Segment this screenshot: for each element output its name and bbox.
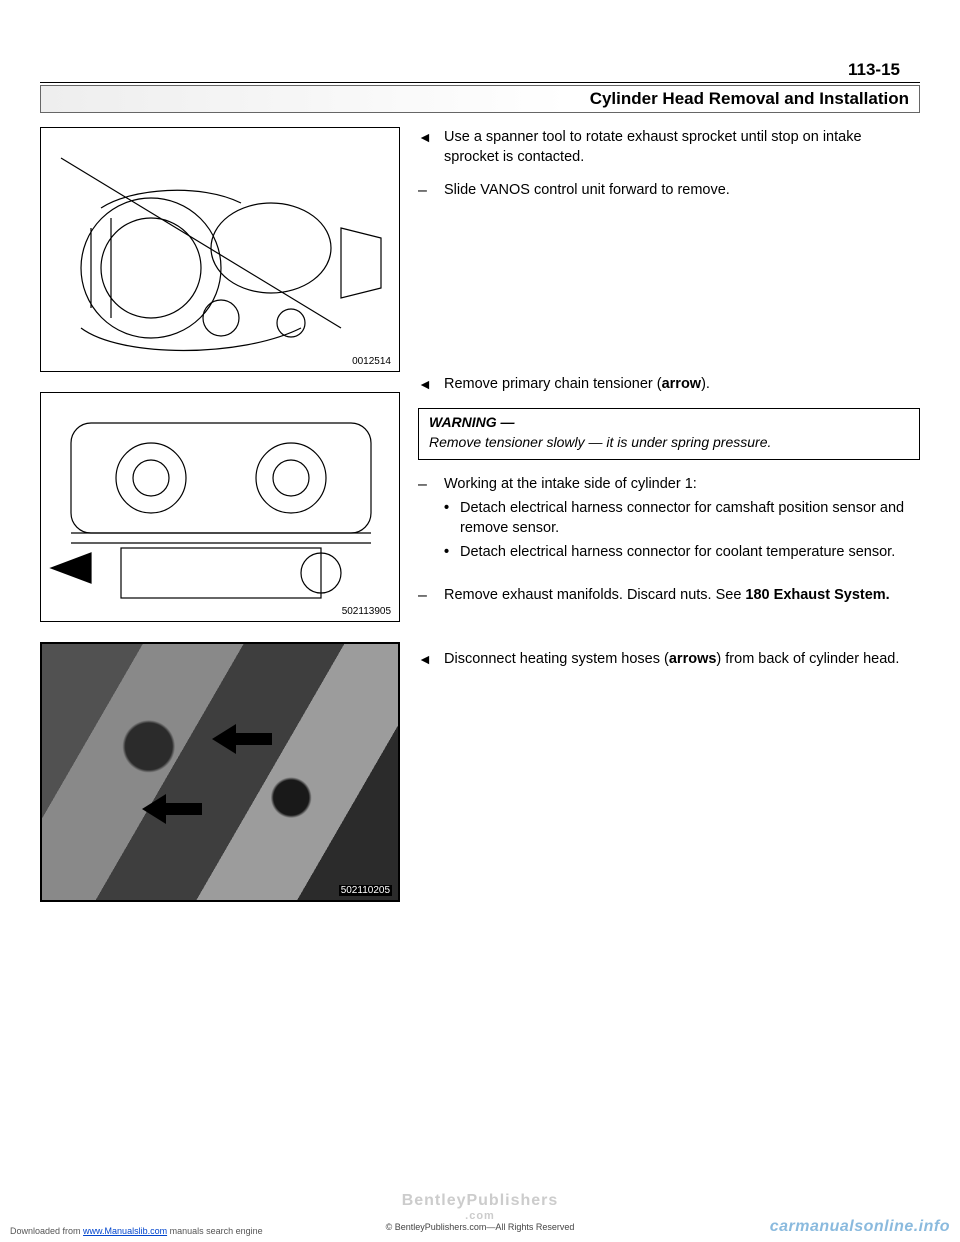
figure-1-number: 0012514 xyxy=(350,356,393,367)
step-4a-text: Detach electrical harness connector for … xyxy=(460,498,920,539)
step-6-intro: Disconnect heating system hoses ( xyxy=(444,651,669,667)
warning-label: WARNING — xyxy=(429,413,909,433)
step-5-bold: 180 Exhaust System. xyxy=(745,587,889,603)
step-4-body: Working at the intake side of cylinder 1… xyxy=(444,474,920,567)
figure-2: 502113905 xyxy=(40,392,400,622)
step-4b-text: Detach electrical harness connector for … xyxy=(460,542,895,562)
figure-1: 0012514 xyxy=(40,127,400,372)
dash-marker: – xyxy=(418,585,444,607)
step-4-intro: Working at the intake side of cylinder 1… xyxy=(444,476,697,492)
figure-2-art xyxy=(41,393,400,622)
arrow-marker-icon xyxy=(418,374,444,396)
figure-1-art xyxy=(41,128,400,372)
dash-marker: – xyxy=(418,474,444,567)
page-number: 113-15 xyxy=(40,60,920,80)
step-3-bold: arrow xyxy=(662,376,702,392)
step-2: – Slide VANOS control unit forward to re… xyxy=(418,180,920,202)
download-suffix: manuals search engine xyxy=(167,1226,263,1236)
download-prefix: Downloaded from xyxy=(10,1226,83,1236)
warning-box: WARNING — Remove tensioner slowly — it i… xyxy=(418,408,920,459)
spacer xyxy=(418,619,920,649)
step-6-text: Disconnect heating system hoses (arrows)… xyxy=(444,649,920,671)
download-note: Downloaded from www.Manualslib.com manua… xyxy=(10,1226,263,1236)
step-6-bold: arrows xyxy=(669,651,717,667)
text-column: Use a spanner tool to rotate exhaust spr… xyxy=(418,127,920,902)
step-3-outro: ). xyxy=(701,376,710,392)
step-5: – Remove exhaust manifolds. Discard nuts… xyxy=(418,585,920,607)
step-1: Use a spanner tool to rotate exhaust spr… xyxy=(418,127,920,168)
dash-marker: – xyxy=(418,180,444,202)
step-5-text: Remove exhaust manifolds. Discard nuts. … xyxy=(444,585,920,607)
watermark: carmanualsonline.info xyxy=(770,1218,950,1236)
top-rule xyxy=(40,82,920,83)
step-4a: Detach electrical harness connector for … xyxy=(444,498,920,539)
step-4-sublist: Detach electrical harness connector for … xyxy=(444,498,920,563)
figure-3-photo xyxy=(42,644,398,900)
step-3: Remove primary chain tensioner (arrow). xyxy=(418,374,920,396)
step-3-text: Remove primary chain tensioner (arrow). xyxy=(444,374,920,396)
step-2-text: Slide VANOS control unit forward to remo… xyxy=(444,180,920,202)
content-area: 0012514 502113905 xyxy=(40,127,920,902)
section-title: Cylinder Head Removal and Installation xyxy=(40,85,920,113)
step-3-intro: Remove primary chain tensioner ( xyxy=(444,376,662,392)
figure-column: 0012514 502113905 xyxy=(40,127,400,902)
publisher-name: BentleyPublishers xyxy=(0,1192,960,1210)
spacer xyxy=(418,214,920,374)
figure-2-number: 502113905 xyxy=(340,606,393,617)
step-6-outro: ) from back of cylinder head. xyxy=(716,651,899,667)
step-1-text: Use a spanner tool to rotate exhaust spr… xyxy=(444,127,920,168)
step-5-intro: Remove exhaust manifolds. Discard nuts. … xyxy=(444,587,745,603)
arrow-marker-icon xyxy=(418,649,444,671)
arrow-marker-icon xyxy=(418,127,444,168)
step-4b: Detach electrical harness connector for … xyxy=(444,542,920,562)
figure-3-number: 502110205 xyxy=(339,885,392,896)
warning-text: Remove tensioner slowly — it is under sp… xyxy=(429,433,909,453)
step-4: – Working at the intake side of cylinder… xyxy=(418,474,920,567)
step-6: Disconnect heating system hoses (arrows)… xyxy=(418,649,920,671)
download-link[interactable]: www.Manualslib.com xyxy=(83,1226,167,1236)
figure-3: 502110205 xyxy=(40,642,400,902)
